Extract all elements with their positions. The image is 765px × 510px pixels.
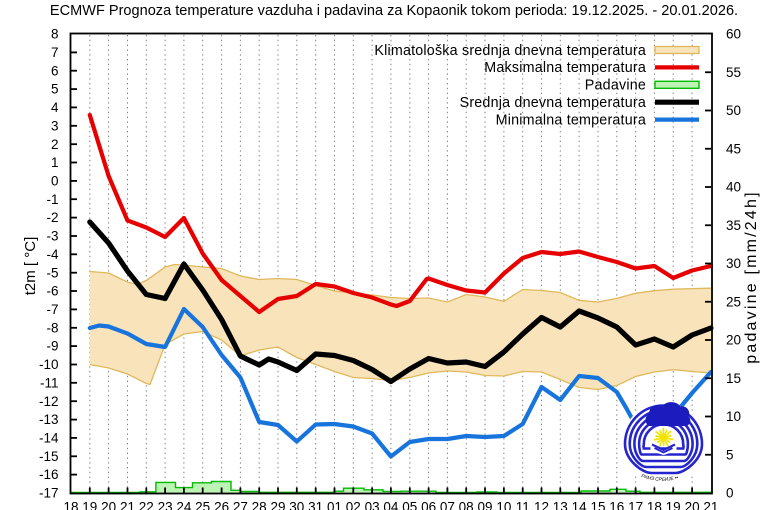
svg-text:20: 20	[101, 500, 116, 510]
svg-text:05: 05	[402, 500, 417, 510]
svg-text:-5: -5	[46, 265, 58, 280]
svg-text:-7: -7	[46, 302, 58, 317]
svg-text:08: 08	[459, 500, 474, 510]
svg-text:19: 19	[82, 500, 97, 510]
svg-text:t2m [ °C]: t2m [ °C]	[22, 237, 39, 296]
svg-text:40: 40	[726, 180, 741, 195]
svg-text:30: 30	[289, 500, 304, 510]
svg-text:21: 21	[120, 500, 135, 510]
svg-text:2: 2	[51, 137, 59, 152]
svg-text:19: 19	[666, 500, 681, 510]
svg-text:-9: -9	[46, 339, 58, 354]
svg-text:-17: -17	[39, 486, 59, 501]
svg-text:30: 30	[726, 256, 741, 271]
svg-text:4: 4	[51, 100, 59, 115]
svg-text:35: 35	[726, 218, 741, 233]
svg-text:0: 0	[726, 486, 734, 501]
svg-text:21: 21	[703, 500, 718, 510]
svg-text:31: 31	[308, 500, 323, 510]
svg-text:Padavine: Padavine	[585, 78, 646, 94]
svg-text:55: 55	[726, 65, 741, 80]
svg-text:29: 29	[270, 500, 285, 510]
svg-text:-6: -6	[46, 284, 58, 299]
svg-text:3: 3	[51, 118, 59, 133]
svg-text:7: 7	[51, 45, 59, 60]
svg-text:01: 01	[327, 500, 342, 510]
svg-text:20: 20	[685, 500, 700, 510]
svg-text:0: 0	[51, 174, 59, 189]
svg-text:-12: -12	[39, 394, 59, 409]
svg-text:10: 10	[496, 500, 511, 510]
svg-text:-4: -4	[46, 247, 58, 262]
svg-text:02: 02	[346, 500, 361, 510]
svg-text:-15: -15	[39, 449, 59, 464]
svg-text:8: 8	[51, 27, 59, 42]
svg-text:13: 13	[553, 500, 568, 510]
svg-text:25: 25	[726, 294, 741, 309]
svg-text:-1: -1	[46, 192, 58, 207]
svg-text:15: 15	[726, 371, 741, 386]
svg-text:Srednja dnevna temperatura: Srednja dnevna temperatura	[460, 95, 646, 111]
svg-text:-11: -11	[40, 375, 59, 390]
svg-text:15: 15	[590, 500, 605, 510]
svg-text:-8: -8	[46, 320, 58, 335]
svg-text:Maksimalna temperatura: Maksimalna temperatura	[484, 60, 646, 76]
svg-text:14: 14	[572, 500, 588, 510]
svg-text:26: 26	[214, 500, 229, 510]
svg-text:25: 25	[195, 500, 210, 510]
svg-text:22: 22	[139, 500, 154, 510]
svg-text:18: 18	[647, 500, 662, 510]
svg-text:-3: -3	[46, 229, 58, 244]
svg-text:5: 5	[51, 82, 59, 97]
svg-text:-14: -14	[39, 431, 59, 446]
svg-text:17: 17	[628, 500, 643, 510]
svg-text:11: 11	[516, 500, 530, 510]
svg-text:18: 18	[63, 500, 78, 510]
svg-text:45: 45	[726, 141, 741, 156]
svg-text:06: 06	[421, 500, 436, 510]
svg-text:Klimatološka srednja dnevna te: Klimatološka srednja dnevna temperatura	[374, 43, 646, 59]
svg-text:1: 1	[51, 155, 59, 170]
svg-text:ECMWF Prognoza temperature vaz: ECMWF Prognoza temperature vazduha i pad…	[50, 3, 738, 19]
svg-text:09: 09	[477, 500, 492, 510]
svg-text:padavine [mm/24h]: padavine [mm/24h]	[743, 190, 760, 363]
svg-text:5: 5	[726, 447, 734, 462]
svg-text:60: 60	[726, 27, 741, 42]
svg-text:50: 50	[726, 103, 741, 118]
svg-text:20: 20	[726, 333, 741, 348]
svg-text:03: 03	[365, 500, 380, 510]
svg-text:04: 04	[383, 500, 399, 510]
svg-text:16: 16	[609, 500, 624, 510]
svg-text:28: 28	[252, 500, 267, 510]
svg-text:-13: -13	[39, 412, 59, 427]
svg-text:Minimalna temperatura: Minimalna temperatura	[496, 112, 646, 128]
svg-text:27: 27	[233, 500, 248, 510]
svg-text:24: 24	[176, 500, 192, 510]
svg-text:07: 07	[440, 500, 455, 510]
svg-text:6: 6	[51, 63, 59, 78]
svg-text:12: 12	[534, 500, 549, 510]
svg-text:23: 23	[158, 500, 173, 510]
svg-text:10: 10	[726, 409, 741, 424]
svg-text:-10: -10	[39, 357, 59, 372]
svg-text:-2: -2	[46, 210, 58, 225]
svg-text:РХМЗ СРБИЈЕ ••: РХМЗ СРБИЈЕ ••	[640, 473, 679, 483]
svg-text:-16: -16	[39, 467, 59, 482]
